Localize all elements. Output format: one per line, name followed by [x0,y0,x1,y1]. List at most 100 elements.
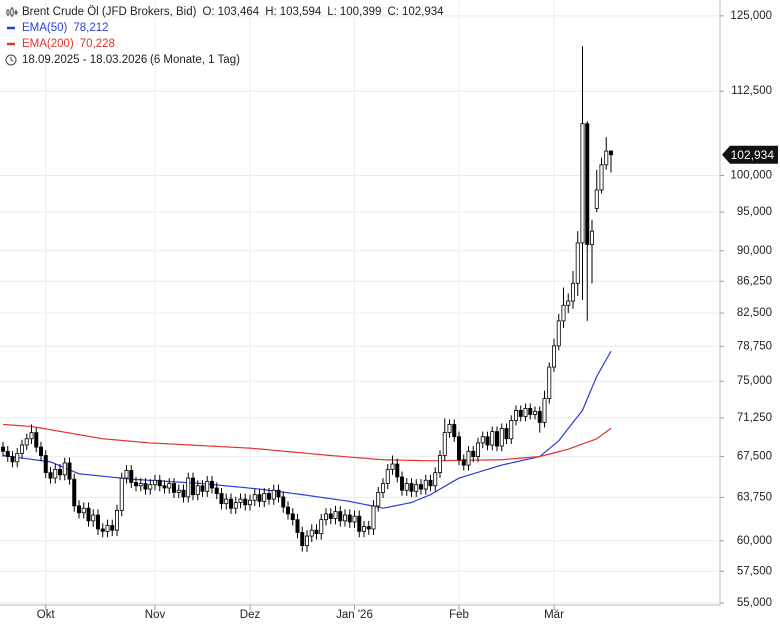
candle-body [276,489,281,498]
candle-body [580,123,585,244]
candle-body [371,505,376,530]
candle-body [219,493,224,505]
candle-body [437,455,442,474]
candle-body [72,478,77,507]
ohlc-label: 103,464 [218,6,260,18]
series-name: EMA(200) [22,38,74,50]
candle-body [176,489,181,493]
ohlc-key: C: [387,6,399,18]
x-tick-label: Jan '26 [336,609,373,621]
ema-line [2,350,612,509]
candle-body [475,442,480,457]
candle-body [15,452,20,463]
candle-body [537,411,542,423]
candle-body [29,432,34,440]
y-tick-label: 100,000 [730,169,772,181]
candle-body [39,446,44,456]
title: Brent Crude Öl (JFD Brokers, Bid) [22,6,197,18]
candle-body [10,456,15,463]
candle-body [523,408,528,417]
candle-body [490,431,495,446]
candle-body [129,470,134,483]
candle-body [290,513,295,521]
ohlc-label: 102,934 [402,6,444,18]
candle-body [124,470,129,479]
y-tick-label: 82,500 [737,307,772,319]
candle-body [366,526,371,530]
legend-title: Brent Crude Öl (JFD Brokers, Bid) O: 103,4… [22,6,444,18]
candle-body [224,498,229,505]
candle-body [5,450,10,457]
legend-icon [6,10,10,15]
candle-body [34,432,39,448]
candle-body [594,189,599,209]
candle-body [504,428,509,440]
candle-body [200,485,205,492]
candle-body [556,320,561,347]
candle-body [214,487,219,494]
legend-entry: EMA(50) 78,212 [22,22,109,34]
candle-body [399,476,404,491]
candle-body [323,513,328,521]
candle-body [385,468,390,484]
y-tick-label: 95,000 [737,206,772,218]
candle-body [418,484,423,490]
candle-body [499,428,504,447]
candle-body [433,472,438,487]
x-tick-label: Okt [37,609,56,621]
candle-body [575,242,580,284]
candle-body [295,519,300,533]
candle-body [190,477,195,496]
candle-body [380,483,385,493]
candle-body [81,507,86,514]
y-tick-label: 63,750 [737,491,772,503]
candle-body [257,494,262,502]
candle-body [138,483,143,487]
candle-body [461,459,466,466]
candle-body [409,483,414,492]
candle-body [328,513,333,519]
series-last: 78,212 [73,22,108,34]
legend-icon [14,11,18,14]
candle-body [252,494,257,501]
candle-body [300,532,305,546]
candle-body [304,535,309,546]
candle-body [181,489,186,498]
candle-body [119,477,124,511]
y-tick-label: 75,000 [737,375,772,387]
candle-body [338,511,343,522]
y-tick-label: 55,000 [737,597,772,609]
candle-body [404,483,409,491]
y-tick-label: 78,750 [737,340,772,352]
candle-body [423,479,428,490]
candle-body [547,366,552,399]
candle-body [233,502,238,509]
candle-body [333,511,338,519]
candle-body [157,479,162,487]
y-tick-label: 57,500 [737,565,772,577]
ohlc-key: O: [202,6,214,18]
candle-body [133,482,138,487]
candle-body [86,507,91,522]
candle-body [571,282,576,302]
ohlc-key: H: [265,6,277,18]
x-tick-label: Nov [145,609,166,621]
candle-body [195,485,200,496]
y-tick-label: 71,250 [737,412,772,424]
candle-body [167,483,172,489]
candle-body [143,483,148,490]
legend-entry: EMA(200) 70,228 [22,38,115,50]
candle-body [48,472,53,479]
candle-body [447,424,452,434]
candle-body [238,498,243,503]
candle-body [395,463,400,478]
candle-body [309,529,314,537]
legend: Brent Crude Öl (JFD Brokers, Bid) O: 103,4… [5,6,444,66]
candle-body [110,525,115,531]
candle-body [77,505,82,514]
candle-body [609,150,614,156]
ohlc-label: 103,594 [280,6,322,18]
candle-body [347,514,352,523]
ohlc-key: L: [327,6,337,18]
